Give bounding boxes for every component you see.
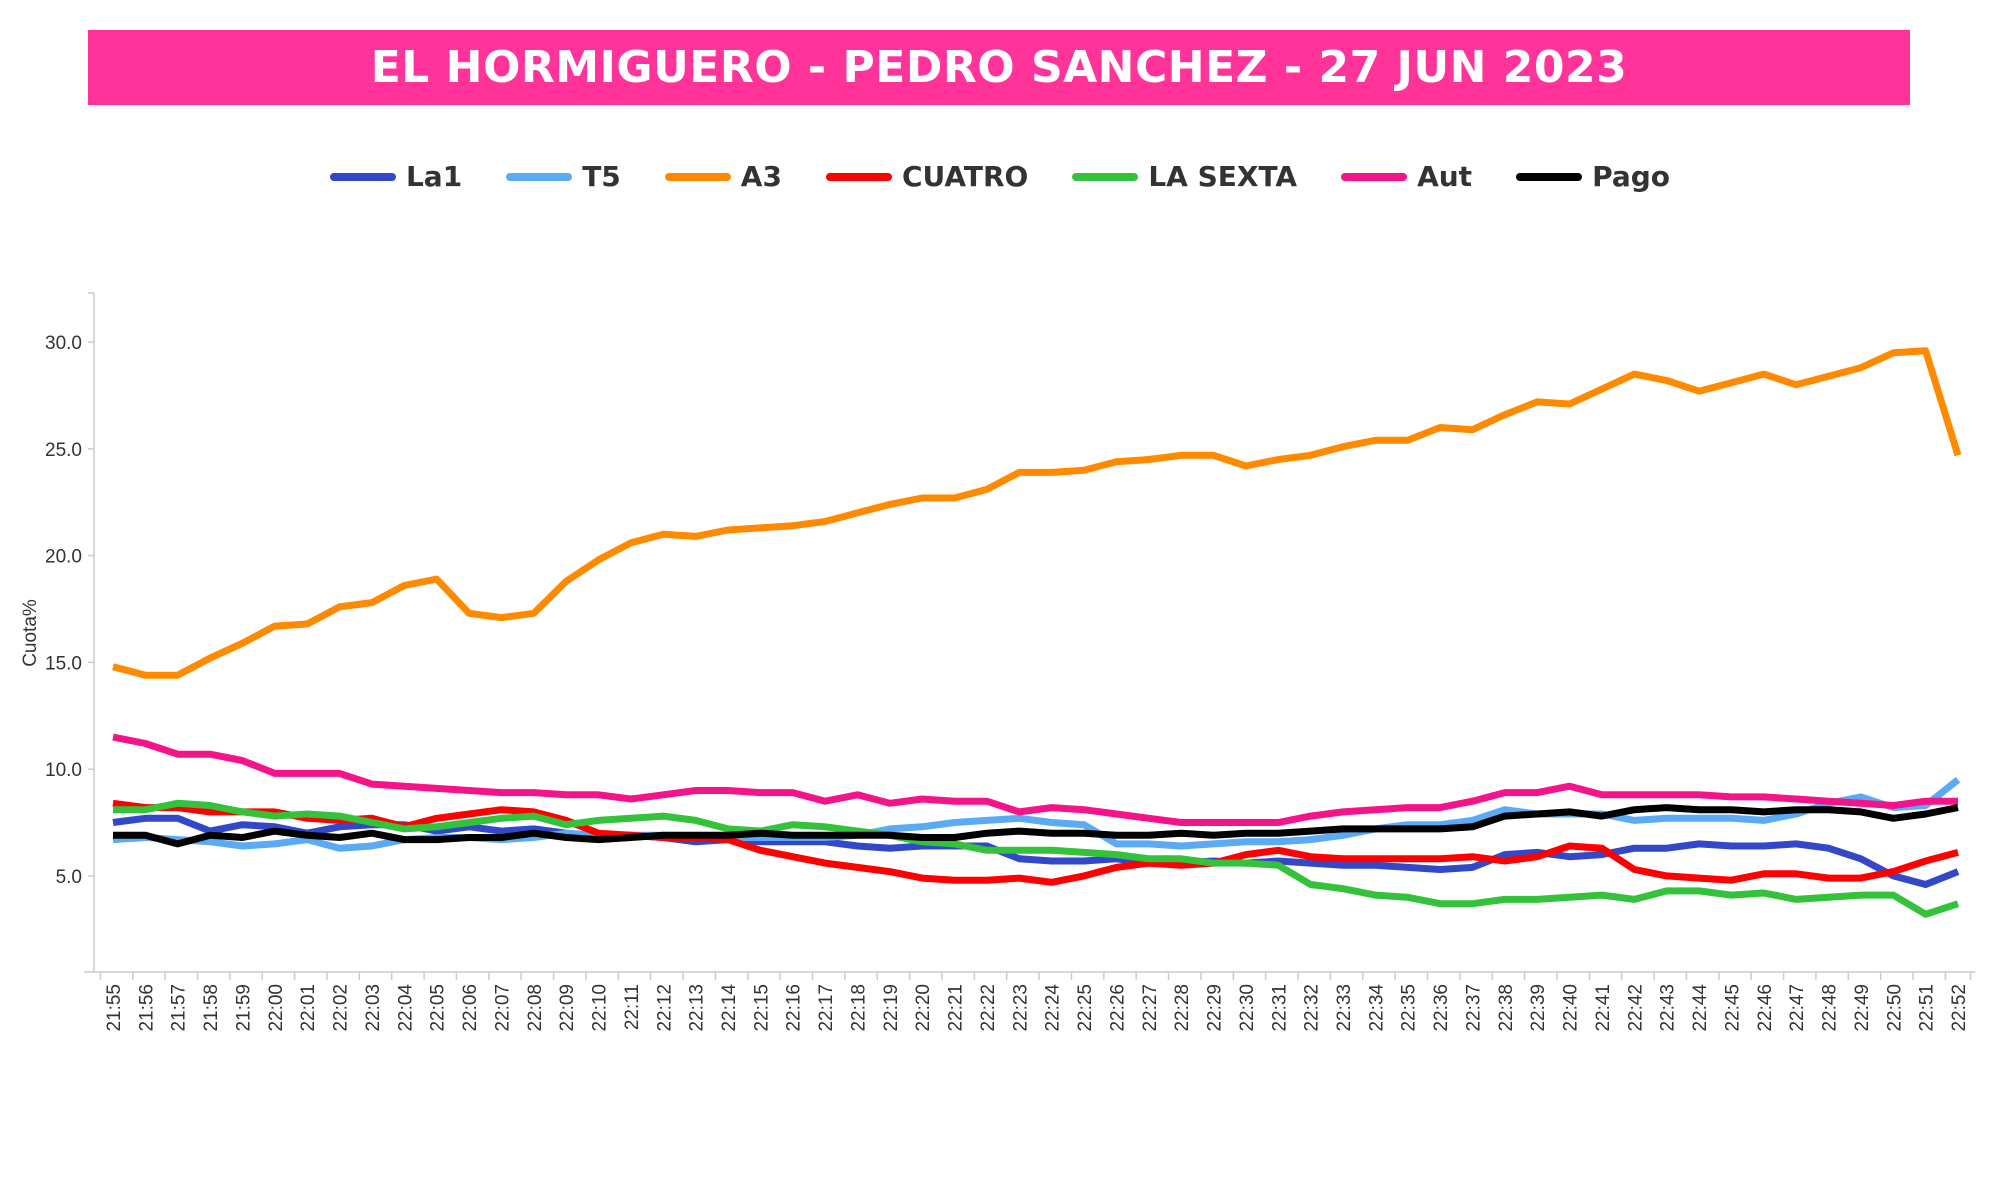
x-tick-label: 22:17: [816, 984, 837, 1032]
legend-label: T5: [582, 160, 621, 193]
x-tick-label: 22:42: [1625, 984, 1646, 1032]
legend-swatch: [1341, 172, 1408, 181]
x-tick-label: 22:46: [1755, 984, 1776, 1032]
x-tick-label: 22:49: [1852, 984, 1873, 1032]
legend-swatch: [1072, 172, 1139, 181]
series-line-la-sexta: [113, 799, 1960, 918]
legend-item[interactable]: CUATRO: [825, 160, 1029, 193]
x-tick-label: 22:32: [1302, 984, 1323, 1032]
x-tick-label: 22:28: [1172, 984, 1193, 1032]
x-tick-label: 22:16: [784, 984, 805, 1032]
x-tick-label: 22:24: [1043, 984, 1064, 1032]
legend-label: La1: [405, 160, 463, 193]
legend-label: Aut: [1417, 160, 1473, 193]
y-tick-label: 5.0: [56, 867, 82, 888]
legend-item[interactable]: T5: [506, 160, 621, 193]
x-tick-label: 22:39: [1528, 984, 1549, 1032]
x-tick-label: 22:22: [978, 984, 999, 1032]
x-tick-label: 22:03: [363, 984, 384, 1032]
x-tick-label: 22:34: [1366, 984, 1387, 1032]
x-tick-label: 22:10: [590, 984, 611, 1032]
x-tick-label: 22:50: [1884, 984, 1905, 1032]
y-tick-label: 10.0: [45, 760, 82, 781]
x-tick-label: 22:06: [460, 984, 481, 1032]
x-tick-label: 22:25: [1075, 984, 1096, 1032]
x-tick-label: 22:47: [1787, 984, 1808, 1032]
x-tick-label: 22:05: [428, 984, 449, 1032]
x-tick-label: 22:13: [687, 984, 708, 1032]
series-line-cuatro: [112, 799, 1959, 886]
x-tick-label: 22:23: [1010, 984, 1031, 1032]
x-tick-label: 22:08: [525, 984, 546, 1032]
legend-item[interactable]: A3: [664, 160, 782, 193]
legend-swatch: [825, 172, 892, 181]
x-tick-label: 22:19: [881, 984, 902, 1032]
legend-swatch: [1516, 172, 1583, 181]
y-tick-label: 25.0: [45, 440, 82, 461]
legend-swatch: [664, 172, 731, 181]
x-tick-label: 22:51: [1917, 984, 1938, 1032]
x-tick-label: 21:59: [233, 984, 254, 1032]
x-tick-label: 22:44: [1690, 984, 1711, 1032]
x-tick-label: 22:14: [719, 984, 740, 1032]
x-tick-label: 22:11: [622, 984, 643, 1030]
x-tick-label: 22:09: [557, 984, 578, 1032]
x-tick-label: 22:02: [331, 984, 352, 1032]
legend-label: Pago: [1592, 160, 1671, 193]
legend-swatch: [329, 172, 396, 181]
series-line-pago: [113, 804, 1959, 848]
x-tick-label: 21:57: [169, 984, 190, 1032]
x-tick-label: 22:33: [1334, 984, 1355, 1032]
chart-title: EL HORMIGUERO - PEDRO SANCHEZ - 27 JUN 2…: [370, 42, 1628, 93]
legend-label: A3: [740, 160, 782, 193]
x-tick-label: 22:36: [1431, 984, 1452, 1032]
x-tick-label: 22:37: [1463, 984, 1484, 1032]
x-tick-label: 22:12: [654, 984, 675, 1032]
legend-label: LA SEXTA: [1148, 160, 1298, 193]
y-tick-label: 15.0: [45, 653, 82, 674]
legend-label: CUATRO: [901, 160, 1029, 193]
x-tick-label: 22:41: [1593, 984, 1614, 1032]
x-tick-label: 22:31: [1269, 984, 1290, 1032]
x-tick-label: 22:27: [1140, 984, 1161, 1032]
x-tick-label: 21:58: [201, 984, 222, 1032]
y-tick-label: 30.0: [45, 333, 82, 354]
legend-item[interactable]: Pago: [1516, 160, 1670, 193]
x-tick-label: 22:00: [266, 984, 287, 1032]
x-tick-label: 22:20: [913, 984, 934, 1032]
x-tick-label: 22:21: [946, 984, 967, 1032]
x-tick-label: 22:01: [298, 984, 319, 1032]
legend-item[interactable]: La1: [329, 160, 463, 193]
x-tick-label: 22:18: [848, 984, 869, 1032]
x-tick-label: 22:15: [751, 984, 772, 1032]
x-tick-label: 22:35: [1399, 984, 1420, 1032]
legend-item[interactable]: LA SEXTA: [1072, 160, 1297, 193]
x-tick-label: 22:07: [492, 984, 513, 1032]
x-tick-label: 22:29: [1205, 984, 1226, 1032]
x-tick-label: 22:30: [1237, 984, 1258, 1032]
series-line-aut: [112, 733, 1958, 826]
legend-item[interactable]: Aut: [1341, 160, 1472, 193]
x-tick-label: 21:56: [136, 984, 157, 1032]
legend: La1 T5 A3 CUATRO LA SEXTA Aut Pago: [0, 160, 2000, 193]
x-tick-label: 22:43: [1658, 984, 1679, 1032]
x-tick-label: 22:04: [395, 984, 416, 1032]
x-tick-label: 22:52: [1949, 984, 1970, 1032]
x-tick-label: 22:38: [1496, 984, 1517, 1032]
x-tick-label: 22:26: [1107, 984, 1128, 1032]
chart-title-banner: EL HORMIGUERO - PEDRO SANCHEZ - 27 JUN 2…: [88, 30, 1910, 105]
legend-swatch: [506, 172, 573, 181]
y-tick-label: 20.0: [45, 547, 82, 568]
x-tick-label: 22:45: [1722, 984, 1743, 1032]
y-axis-label: Cuota%: [20, 599, 41, 667]
x-tick-label: 22:40: [1561, 984, 1582, 1032]
series-line-a3: [112, 347, 1962, 679]
x-tick-label: 21:55: [104, 984, 125, 1032]
x-tick-label: 22:48: [1820, 984, 1841, 1032]
